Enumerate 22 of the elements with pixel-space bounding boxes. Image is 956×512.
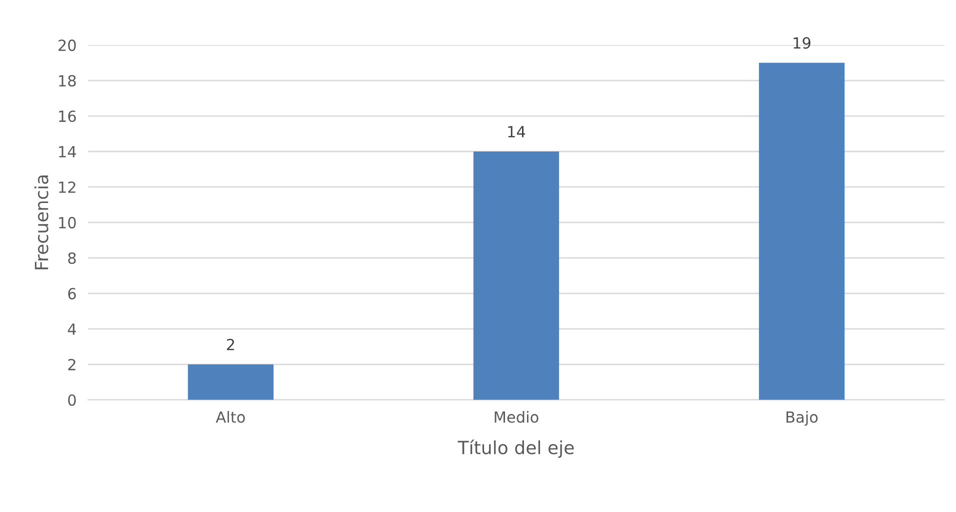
x-tick-label: Alto bbox=[216, 410, 245, 423]
y-tick-label: 2 bbox=[68, 358, 76, 370]
y-tick-label: 12 bbox=[59, 181, 76, 193]
y-tick-label: 6 bbox=[68, 288, 76, 300]
y-tick-label: 8 bbox=[68, 252, 76, 264]
y-axis-title: Frecuencia bbox=[34, 176, 48, 270]
y-tick-label: 14 bbox=[59, 146, 76, 158]
x-tick-label: Medio bbox=[494, 410, 538, 423]
bar bbox=[473, 152, 560, 400]
x-axis-title: Título del eje bbox=[458, 440, 574, 458]
y-tick-label: 0 bbox=[68, 394, 76, 406]
data-label: 2 bbox=[226, 338, 234, 350]
y-tick-label: 10 bbox=[59, 216, 76, 228]
x-tick-label: Bajo bbox=[786, 410, 818, 426]
y-tick-label: 20 bbox=[58, 40, 76, 52]
bar bbox=[758, 62, 845, 400]
bar bbox=[188, 364, 274, 400]
data-label: 14 bbox=[508, 126, 526, 138]
y-tick-label: 4 bbox=[68, 324, 76, 335]
y-tick-label: 16 bbox=[59, 110, 76, 122]
data-label: 19 bbox=[794, 37, 810, 49]
y-tick-label: 18 bbox=[59, 75, 76, 87]
